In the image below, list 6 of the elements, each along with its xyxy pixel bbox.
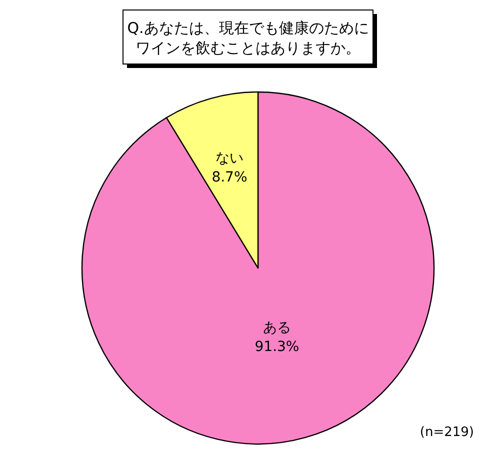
data-label: 8.7% xyxy=(212,169,248,186)
text: (n=219) xyxy=(420,425,474,440)
chart-title: Q.あなたは、現在でも健康のためにワインを飲むことはありますか。 xyxy=(127,19,369,57)
slice-label: ある xyxy=(263,320,292,336)
data-label: 91.3% xyxy=(254,338,300,355)
slice-label: ない xyxy=(215,150,244,166)
